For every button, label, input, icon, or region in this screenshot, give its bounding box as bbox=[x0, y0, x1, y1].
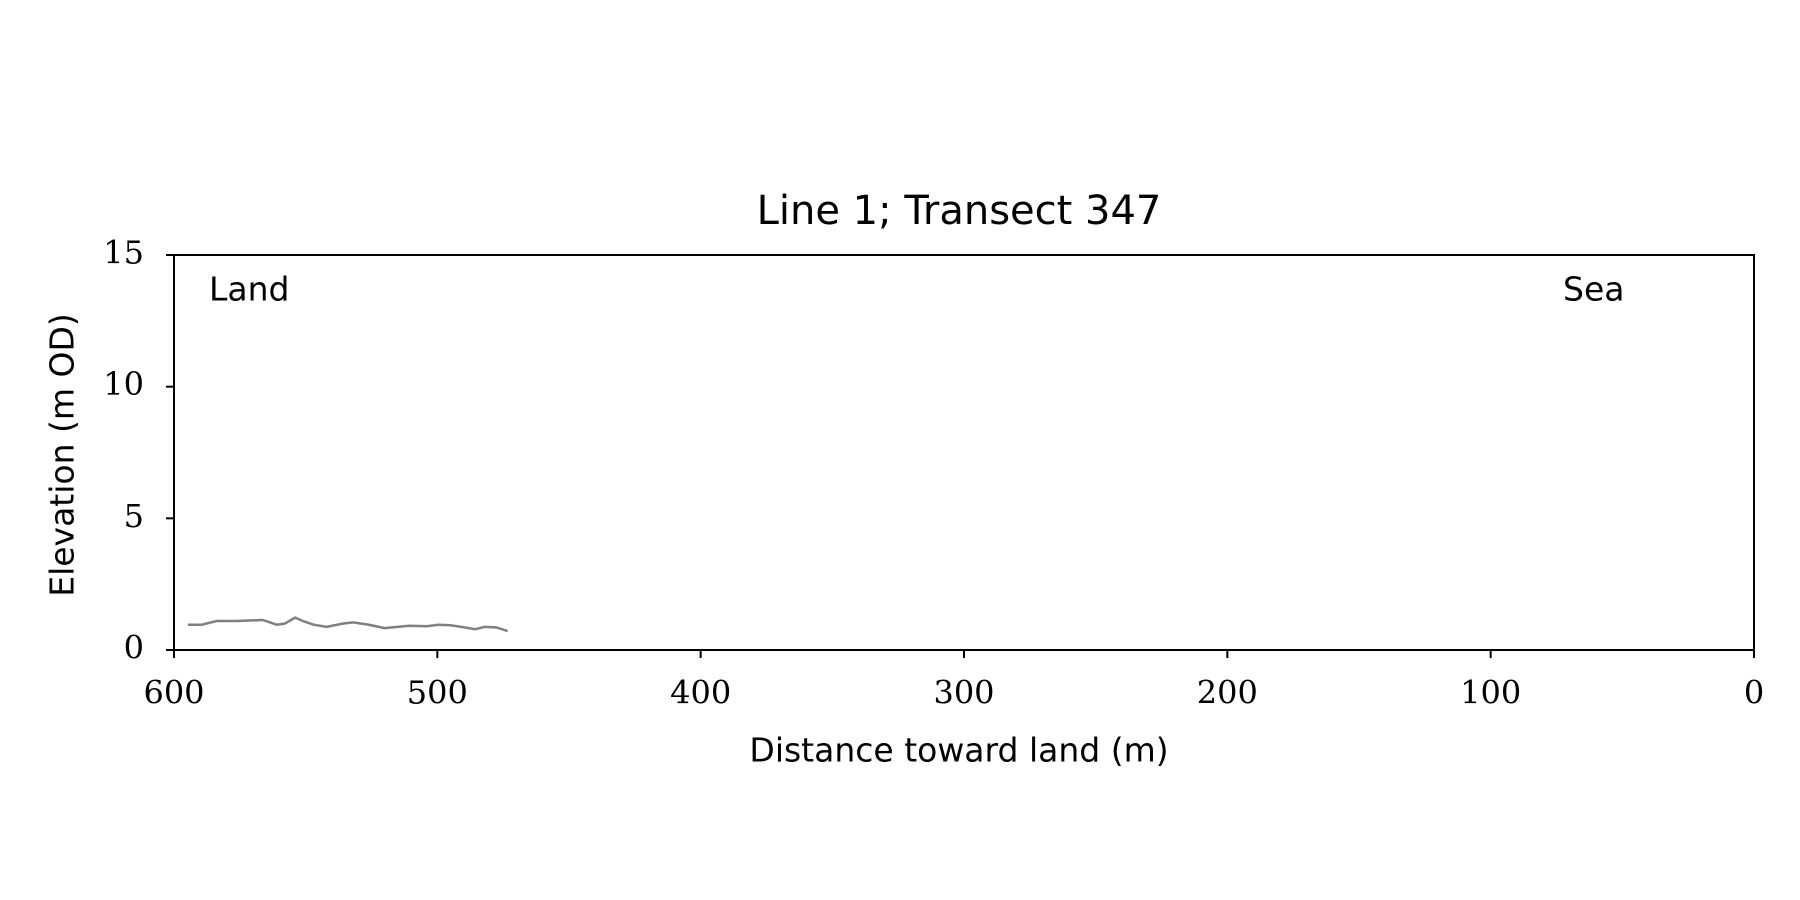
chart-title: Line 1; Transect 347 bbox=[757, 188, 1162, 234]
y-axis-label: Elevation (m OD) bbox=[43, 313, 82, 597]
x-tick-label: 500 bbox=[407, 674, 468, 712]
y-tick-label: 15 bbox=[103, 234, 144, 272]
plot-frame bbox=[173, 254, 1755, 651]
x-tick-label: 200 bbox=[1197, 674, 1258, 712]
x-tick-label: 600 bbox=[143, 674, 204, 712]
y-tick-label: 5 bbox=[124, 497, 144, 535]
x-axis-label: Distance toward land (m) bbox=[749, 731, 1168, 770]
data-line bbox=[187, 616, 509, 633]
x-tick-label: 0 bbox=[1744, 674, 1764, 712]
y-tick-label: 10 bbox=[103, 365, 144, 403]
x-tick-label: 100 bbox=[1460, 674, 1521, 712]
y-tick-label: 0 bbox=[124, 629, 144, 667]
annotation: Land bbox=[209, 270, 289, 309]
x-tick-label: 300 bbox=[933, 674, 994, 712]
x-tick-label: 400 bbox=[670, 674, 731, 712]
annotation: Sea bbox=[1563, 270, 1624, 309]
